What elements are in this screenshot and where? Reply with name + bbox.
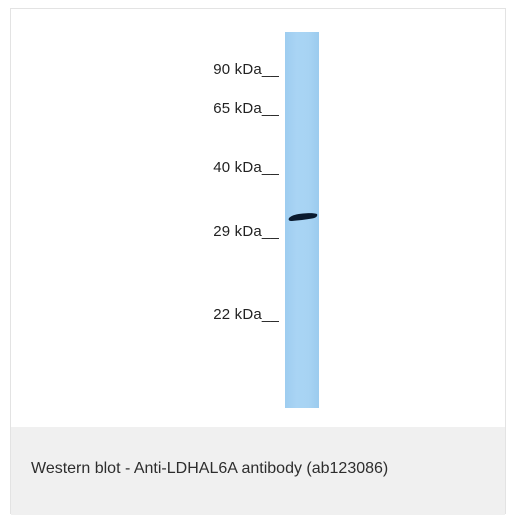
marker-label-90: 90 kDa__ (213, 61, 279, 78)
figure-card: 90 kDa__ 65 kDa__ 40 kDa__ 29 kDa__ 22 k… (10, 8, 506, 515)
protein-band (288, 213, 318, 221)
figure-caption: Western blot - Anti-LDHAL6A antibody (ab… (31, 460, 389, 477)
marker-label-65: 65 kDa__ (213, 100, 279, 117)
marker-label-29: 29 kDa__ (213, 223, 279, 240)
marker-label-40: 40 kDa__ (213, 159, 279, 176)
western-blot-image[interactable]: 90 kDa__ 65 kDa__ 40 kDa__ 29 kDa__ 22 k… (11, 9, 505, 427)
marker-label-22: 22 kDa__ (213, 306, 279, 323)
caption-bar: Western blot - Anti-LDHAL6A antibody (ab… (11, 427, 505, 515)
